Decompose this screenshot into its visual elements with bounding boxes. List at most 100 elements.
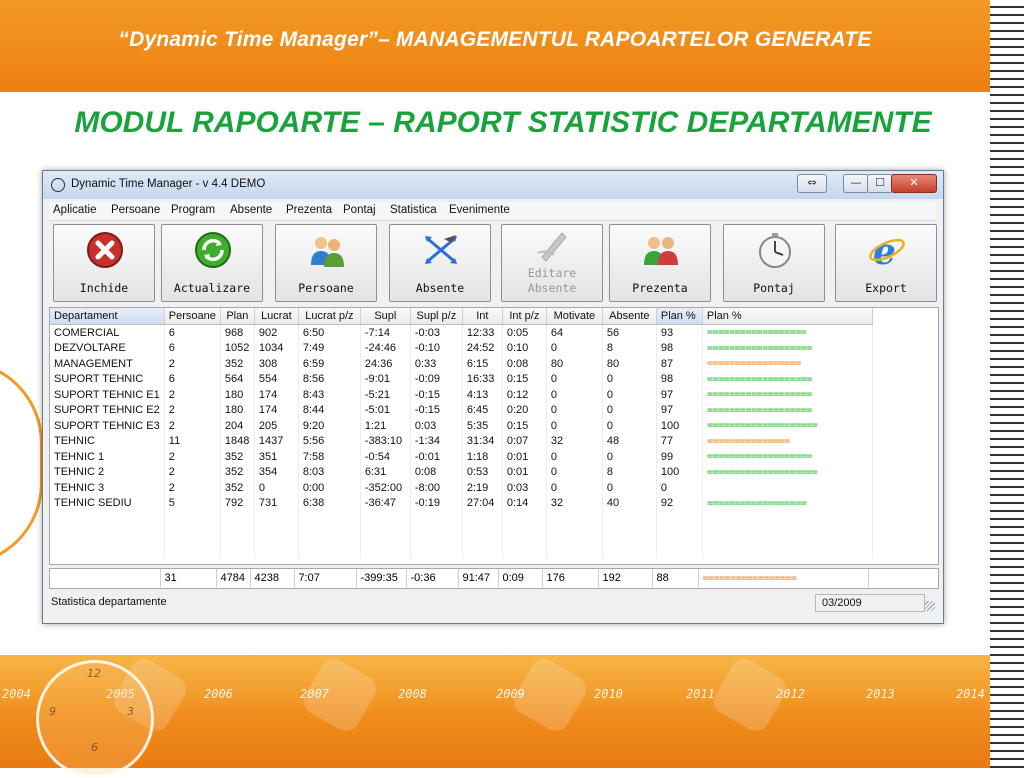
pontaj-button[interactable]: Pontaj <box>723 224 825 302</box>
table-row[interactable]: TEHNIC 11 1848 1437 5:56 -383:10 -1:34 31:34 0:0… <box>50 433 873 449</box>
table-cell: 0:20 <box>502 402 547 418</box>
arrows-icon <box>425 235 457 264</box>
inchide-button[interactable]: Inchide <box>53 224 155 302</box>
table-cell: 0 <box>546 371 603 387</box>
table-row[interactable]: SUPORT TEHNIC 6 564 554 8:56 -9:01 -0:09 16:33 0… <box>50 371 873 387</box>
column-header[interactable]: Persoane <box>164 308 221 325</box>
table-cell: -0:15 <box>410 387 463 403</box>
totals-row: 31 4784 4238 7:07 -399:35 -0:36 91:47 0:09 176 19… <box>49 568 939 589</box>
total-plan-bar: ================= <box>698 569 869 587</box>
menu-pontaj[interactable]: Pontaj <box>343 204 376 216</box>
column-header[interactable]: Motivate <box>546 308 603 325</box>
actualizare-button[interactable]: Actualizare <box>161 224 263 302</box>
table-cell: -0:19 <box>410 495 463 511</box>
table-cell: 8:03 <box>298 464 361 480</box>
menu-absente[interactable]: Absente <box>230 204 273 216</box>
total-cell: 31 <box>160 569 217 587</box>
table-row[interactable]: SUPORT TEHNIC E1 2 180 174 8:43 -5:21 -0:15 4:1… <box>50 387 873 403</box>
table-row[interactable]: TEHNIC 3 2 352 0 0:00 -352:00 -8:00 2:19 0:03 0 0 0 <box>50 480 873 496</box>
swap-button[interactable]: ⇔ <box>797 174 827 193</box>
table-cell: 0:03 <box>410 418 463 434</box>
menu-persoane[interactable]: Persoane <box>111 204 161 216</box>
table-cell: 0:15 <box>502 371 547 387</box>
maximize-button[interactable]: ☐ <box>867 174 893 193</box>
table-cell: 5:56 <box>298 433 361 449</box>
table-cell: 204 <box>220 418 255 434</box>
column-header[interactable]: Supl <box>360 308 411 325</box>
table-cell: 87 <box>656 356 703 372</box>
table-cell <box>656 526 703 542</box>
empty-row[interactable] <box>50 542 873 558</box>
empty-row[interactable] <box>50 511 873 527</box>
column-header[interactable]: Plan % <box>656 308 703 325</box>
menu-aplicatie[interactable]: Aplicatie <box>53 204 97 216</box>
table-cell: 92 <box>656 495 703 511</box>
statistics-table[interactable]: Departament Persoane Plan Lucrat Lucrat p/z S… <box>49 307 939 565</box>
table-row[interactable]: TEHNIC 2 2 352 354 8:03 6:31 0:08 0:53 0:01 0 8 100… <box>50 464 873 480</box>
plan-percent-bar: ================== <box>702 324 873 341</box>
table-cell: 8:43 <box>298 387 361 403</box>
table-row[interactable]: SUPORT TEHNIC E2 2 180 174 8:44 -5:01 -0:15 6:4… <box>50 402 873 418</box>
table-cell: 32 <box>546 433 603 449</box>
menu-statistica[interactable]: Statistica <box>390 204 437 216</box>
table-row[interactable]: TEHNIC SEDIU 5 792 731 6:38 -36:47 -0:19 27:04 0… <box>50 495 873 511</box>
table-cell <box>702 526 873 542</box>
table-cell: 1:21 <box>360 418 411 434</box>
clock-number: 12 <box>87 667 101 680</box>
stopwatch-icon <box>51 178 65 192</box>
table-cell: 352 <box>220 480 255 496</box>
table-cell <box>254 511 299 527</box>
table-cell <box>298 511 361 527</box>
table-cell <box>656 511 703 527</box>
plan-percent-bar: ==================== <box>702 464 873 480</box>
table-cell <box>220 542 255 558</box>
table-cell: 56 <box>602 324 657 341</box>
table-cell: 7:58 <box>298 449 361 465</box>
menu-prezenta[interactable]: Prezenta <box>286 204 333 216</box>
table-cell: 2 <box>164 480 221 496</box>
column-header[interactable]: Departament <box>50 308 165 325</box>
table-cell: 6:59 <box>298 356 361 372</box>
table-cell <box>164 542 221 558</box>
table-cell: TEHNIC 3 <box>50 480 165 496</box>
table-row[interactable]: COMERCIAL 6 968 902 6:50 -7:14 -0:03 12:33 0:05 6… <box>50 324 873 341</box>
column-header[interactable]: Plan % <box>702 308 873 325</box>
menu-program[interactable]: Program <box>171 204 216 216</box>
menu-evenimente[interactable]: Evenimente <box>449 204 510 216</box>
resize-grip[interactable] <box>925 601 935 611</box>
table-cell: 93 <box>656 324 703 341</box>
empty-row[interactable] <box>50 526 873 542</box>
column-header[interactable]: Absente <box>602 308 657 325</box>
table-cell: 0 <box>546 449 603 465</box>
table-row[interactable]: DEZVOLTARE 6 1052 1034 7:49 -24:46 -0:10 24:52 0… <box>50 340 873 356</box>
table-cell: 77 <box>656 433 703 449</box>
table-cell: -36:47 <box>360 495 411 511</box>
column-header[interactable]: Int p/z <box>502 308 547 325</box>
table-cell: 6:45 <box>462 402 503 418</box>
editare-absente-button[interactable]: Editare Absente <box>501 224 603 302</box>
table-cell: -0:01 <box>410 449 463 465</box>
column-header[interactable]: Lucrat p/z <box>298 308 361 325</box>
table-row[interactable]: MANAGEMENT 2 352 308 6:59 24:36 0:33 6:15 0:08 80… <box>50 356 873 372</box>
table-row[interactable]: SUPORT TEHNIC E3 2 204 205 9:20 1:21 0:03 5:35 0… <box>50 418 873 434</box>
minimize-button[interactable]: — <box>843 174 869 193</box>
table-cell: 6:50 <box>298 324 361 341</box>
table-cell: 2 <box>164 449 221 465</box>
menu-bar: Aplicatie Persoane Program Absente Preze… <box>49 202 937 221</box>
prezenta-button[interactable]: Prezenta <box>609 224 711 302</box>
table-cell <box>50 526 165 542</box>
absente-button[interactable]: Absente <box>389 224 491 302</box>
table-row[interactable]: TEHNIC 1 2 352 351 7:58 -0:54 -0:01 1:18 0:01 0 0 9… <box>50 449 873 465</box>
persoane-button[interactable]: Persoane <box>275 224 377 302</box>
window-titlebar[interactable]: Dynamic Time Manager - v 4.4 DEMO ⇔ — ☐ … <box>43 171 943 199</box>
column-header[interactable]: Supl p/z <box>410 308 463 325</box>
svg-text:e: e <box>873 231 896 269</box>
table-cell: 0 <box>546 402 603 418</box>
column-header[interactable]: Int <box>462 308 503 325</box>
column-header[interactable]: Plan <box>220 308 255 325</box>
close-button[interactable]: ✕ <box>891 174 937 193</box>
export-button[interactable]: e Export <box>835 224 937 302</box>
column-header[interactable]: Lucrat <box>254 308 299 325</box>
clock-number: 6 <box>91 741 98 754</box>
table-cell <box>50 511 165 527</box>
